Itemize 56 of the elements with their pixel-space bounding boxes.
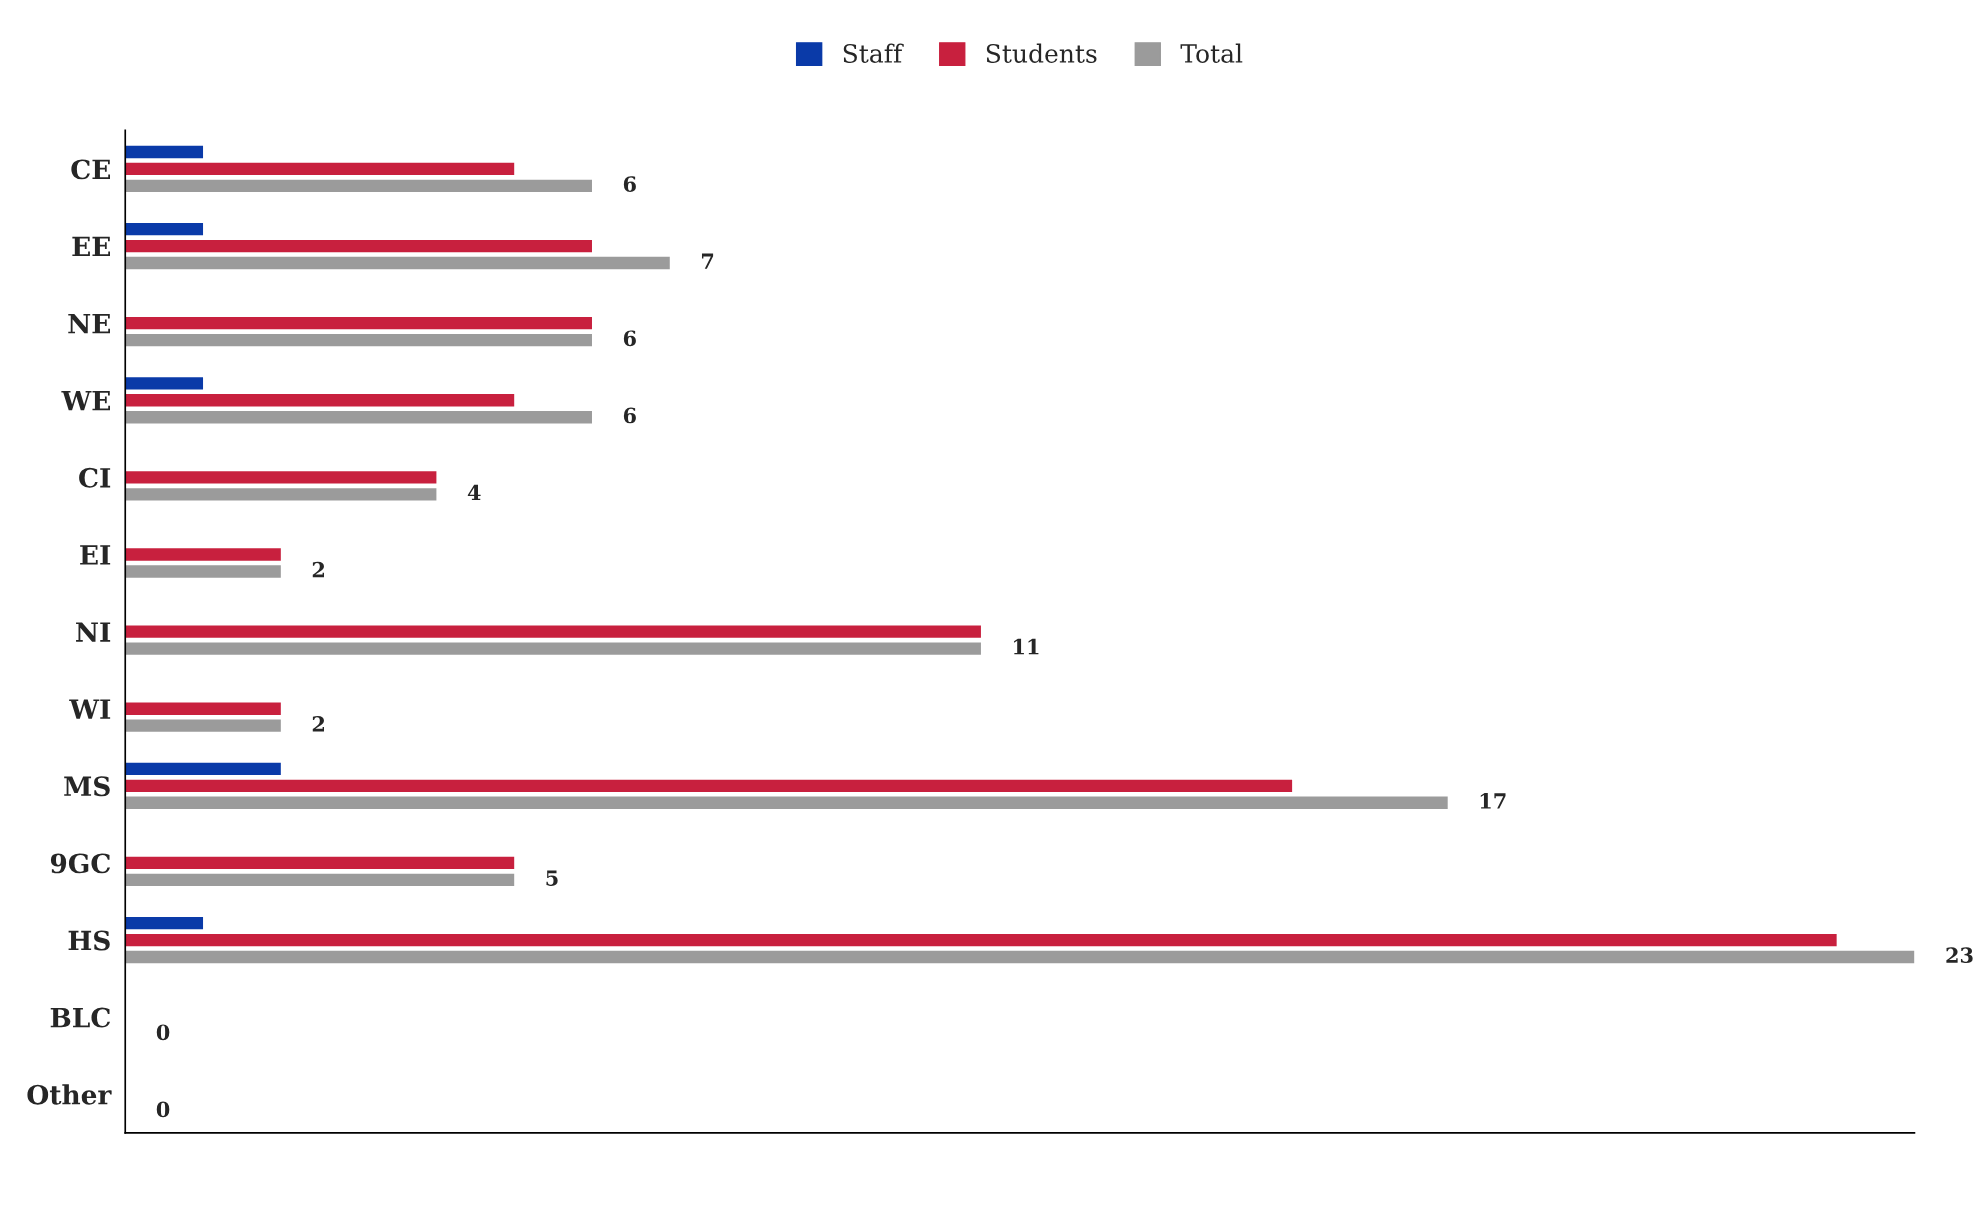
bar (125, 333, 592, 347)
legend-label: Students (986, 43, 1097, 63)
data-label: 4 (467, 484, 481, 501)
bar (125, 145, 204, 159)
data-label: 6 (623, 407, 636, 424)
data-label: 7 (701, 253, 714, 269)
bar (125, 719, 281, 732)
bar (125, 565, 281, 578)
bar (125, 625, 981, 638)
bar (125, 548, 281, 561)
bar (125, 488, 437, 501)
bar (125, 162, 515, 176)
data-label: 6 (623, 330, 636, 347)
y-tick-label: HS (68, 930, 110, 951)
y-tick-label: MS (64, 776, 110, 797)
bar (125, 256, 670, 270)
y-tick-label: BLC (50, 1007, 111, 1028)
y-tick-label: WE (61, 391, 110, 411)
y-tick-label: EE (72, 236, 110, 257)
y-tick-label: Other (27, 1084, 112, 1105)
bar (125, 873, 515, 887)
y-tick-label: NE (68, 313, 110, 334)
bar (125, 394, 515, 407)
bar (125, 916, 204, 930)
data-label: 23 (1946, 947, 1973, 964)
bar (125, 179, 592, 193)
bar (125, 950, 1915, 964)
bar (125, 316, 592, 330)
data-label: 11 (1014, 638, 1039, 655)
bar (125, 796, 1448, 809)
bar (125, 856, 515, 870)
bar (125, 471, 437, 484)
legend-label: Staff (843, 43, 904, 63)
data-label: 17 (1480, 793, 1506, 809)
data-label: 0 (156, 1101, 170, 1118)
data-label: 0 (156, 1024, 170, 1041)
data-label: 6 (623, 176, 636, 192)
y-tick-label: NI (76, 622, 111, 642)
data-label: 5 (546, 870, 558, 886)
bar (125, 933, 1837, 947)
legend-label: Total (1180, 43, 1243, 63)
bar (125, 702, 281, 715)
bar (125, 411, 592, 424)
bar (125, 222, 204, 236)
y-tick-label: CE (71, 159, 110, 180)
bar (125, 779, 1293, 792)
bar (125, 642, 981, 655)
data-label: 2 (312, 715, 325, 732)
bar (125, 239, 592, 253)
bar (125, 377, 204, 390)
y-tick-label: EI (80, 545, 111, 565)
bar (125, 762, 281, 776)
y-tick-label: CI (79, 467, 111, 488)
data-label: 2 (312, 561, 325, 578)
y-tick-label: WI (69, 699, 111, 719)
y-tick-label: 9GC (50, 853, 111, 874)
